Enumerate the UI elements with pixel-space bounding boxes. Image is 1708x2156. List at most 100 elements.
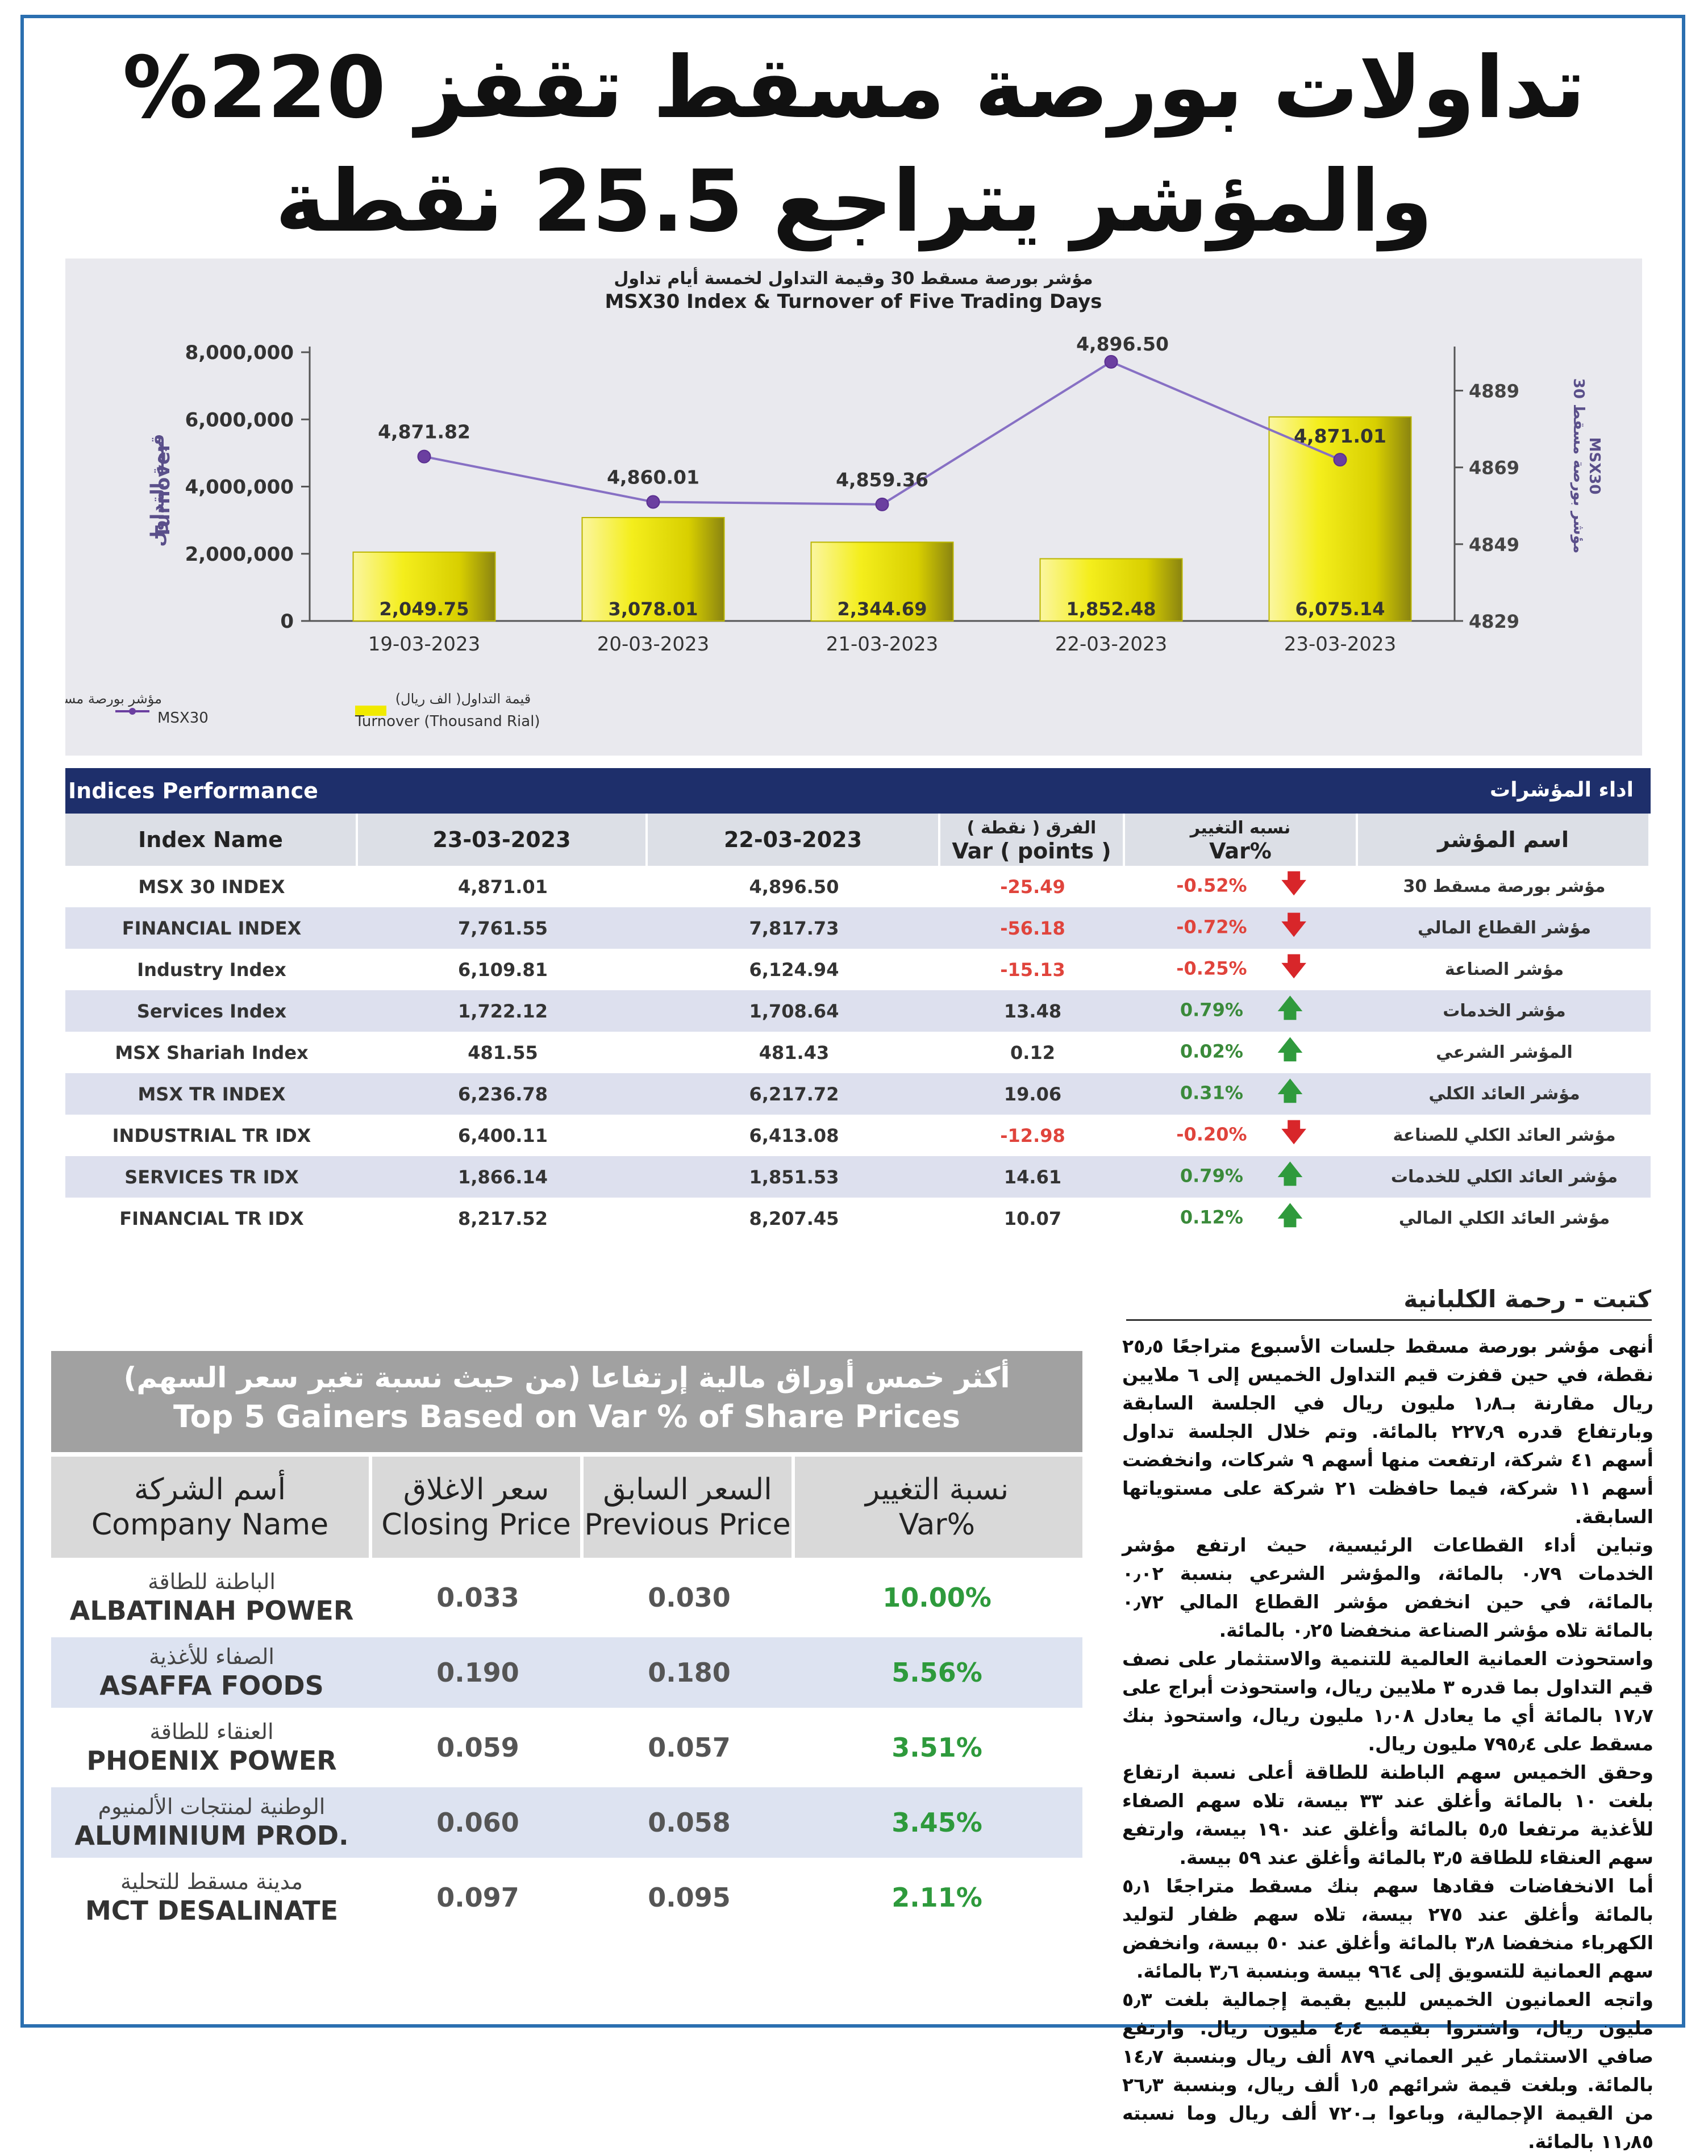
index-value-d1: 6,236.78 [458,1083,548,1105]
index-var-pct: -0.72% [1176,916,1247,938]
indices-table-header: Indices Performance اداء المؤشرات [65,768,1651,814]
index-var-cell: -0.25% 🡇 [1125,948,1358,991]
index-value-d1: 4,871.01 [458,875,548,898]
index-name: SERVICES TR IDX [124,1166,299,1188]
col-closing: سعر الاغلاق Closing Price [372,1457,584,1558]
msx30-point-label: 4,860.01 [607,466,699,488]
msx30-point [1104,355,1118,369]
y2-tick-label: 4869 [1469,457,1519,479]
index-var-cell: 0.02% 🡅 [1125,1031,1358,1074]
index-name: FINANCIAL TR IDX [119,1207,304,1229]
index-var-points: 13.48 [1003,1000,1062,1022]
gainer-var-pct: 3.45% [892,1807,982,1838]
arrow-up-icon: 🡅 [1277,1035,1303,1064]
gainer-company: العنقاء للطاقة PHOENIX POWER [51,1719,372,1776]
col-previous-en: Previous Price [584,1508,791,1542]
gainer-company-ar: مدينة مسقط للتحلية [120,1869,303,1894]
index-var-pct: 0.02% [1180,1040,1243,1062]
msx30-point [875,497,889,511]
arrow-up-icon: 🡅 [1277,1201,1303,1230]
index-var-cell: 0.79% 🡅 [1125,990,1358,1032]
x-tick-label: 20-03-2023 [597,633,710,656]
arrow-up-icon: 🡅 [1277,1077,1303,1106]
index-var-points: -12.98 [1000,1124,1065,1146]
gainer-company-en: ASAFFA FOODS [99,1670,324,1701]
index-var-pct: -0.25% [1176,957,1247,979]
gainer-closing-price: 0.060 [436,1807,519,1838]
msx30-point-label: 4,896.50 [1076,333,1169,355]
col-index-name: Index Name [65,814,358,866]
chart-title: MSX30 Index & Turnover of Five Trading D… [605,290,1102,313]
x-tick-label: 21-03-2023 [826,633,939,656]
arrow-down-icon: 🡇 [1281,1118,1307,1147]
article-paragraph: واتجه العمانيون الخميس للبيع بقيمة إجمال… [1122,1988,1654,2153]
index-name: Services Index [136,1000,287,1022]
col-company: أسم الشركة Company Name [51,1457,372,1558]
turnover-bar [352,551,496,622]
gainer-company-ar: الباطنة للطاقة [148,1569,276,1594]
y-tick-label: 0 [280,610,294,633]
chart-title-ar: مؤشر بورصة مسقط 30 وقيمة التداول لخمسة أ… [614,267,1093,289]
turnover-bar [810,541,954,622]
arrow-down-icon: 🡇 [1281,911,1307,940]
arrow-down-icon: 🡇 [1281,869,1307,898]
col-date-2: 22-03-2023 [648,814,940,866]
index-var-points: -25.49 [1000,875,1065,898]
index-value-d2: 481.43 [759,1041,830,1064]
gainer-company: الوطنية لمنتجات الألمنيوم ALUMINIUM PROD. [51,1794,372,1851]
col-index-name-ar: اسم المؤشر [1358,814,1651,866]
legend-turnover: Turnover (Thousand Rial) [355,713,540,730]
index-var-cell: -0.52% 🡇 [1125,865,1358,908]
y2-axis-label: MSX30 [1586,437,1603,495]
y-axis-label-ar: قيمة التداول [147,433,168,547]
gainer-var-pct: 5.56% [892,1657,982,1688]
index-row: Services Index 1,722.12 1,708.64 13.48 0.79%… [65,990,1651,1032]
gainer-var-pct: 10.00% [882,1582,992,1613]
gainers-title: أكثر خمس أوراق مالية إرتفاعا (من حيث نسب… [51,1351,1082,1452]
index-row: FINANCIAL INDEX 7,761.55 7,817.73 -56.18 -0.… [65,907,1651,949]
y2-axis-label-ar: مؤشر بورصة مسقط 30 [1570,378,1587,554]
legend-msx30: MSX30 [157,710,209,727]
turnover-bar-label: 2,049.75 [380,598,469,620]
indices-column-headers: Index Name 23-03-2023 22-03-2023 الفرق (… [65,814,1651,866]
turnover-bar-label: 6,075.14 [1295,598,1385,620]
index-name-ar: مؤشر العائد الكلي المالي [1398,1208,1610,1228]
index-name: MSX Shariah Index [115,1041,309,1064]
index-var-points: -15.13 [1000,958,1065,981]
article-paragraph: واستحوذت العمانية العالمية للتنمية والاس… [1122,1648,1653,1755]
y-tick-label: 2,000,000 [185,543,294,566]
arrow-down-icon: 🡇 [1281,952,1307,981]
gainer-company-ar: الصفاء للأغذية [149,1644,274,1669]
msx30-turnover-chart: مؤشر بورصة مسقط 30 وقيمة التداول لخمسة أ… [65,258,1642,756]
gainers-title-en: Top 5 Gainers Based on Var % of Share Pr… [173,1399,960,1434]
gainer-row: مدينة مسقط للتحلية MCT DESALINATE 0.097 0.0… [51,1862,1082,1933]
index-value-d2: 6,124.94 [749,958,839,981]
index-var-points: -56.18 [1000,917,1065,939]
index-row: Industry Index 6,109.81 6,124.94 -15.13 -0.2… [65,949,1651,990]
gainer-company-en: PHOENIX POWER [86,1745,337,1776]
legend-line-marker [129,708,136,715]
page-border [20,15,1685,2028]
gainer-previous-price: 0.058 [648,1807,731,1838]
col-company-en: Company Name [91,1508,329,1542]
headline-line-2: والمؤشر يتراجع 25.5 نقطة [275,152,1433,251]
index-var-pct: -0.52% [1176,874,1247,896]
index-name-ar: المؤشر الشرعي [1436,1042,1573,1062]
msx30-point [417,449,431,464]
y2-tick-label: 4829 [1469,611,1519,632]
indices-performance-table: Indices Performance اداء المؤشرات Index … [65,768,1651,1239]
y-tick-label: 6,000,000 [185,408,294,431]
x-tick-label: 23-03-2023 [1284,633,1397,656]
index-value-d1: 6,400.11 [458,1124,548,1146]
index-value-d2: 6,413.08 [749,1124,839,1146]
index-value-d1: 1,866.14 [458,1166,548,1188]
col-pct-en: Var% [1209,839,1272,864]
index-name: MSX 30 INDEX [138,875,285,898]
col-var-pct-en: Var% [898,1508,976,1542]
turnover-bar-label: 1,852.48 [1067,598,1156,620]
article-body: أنهى مؤشر بورصة مسقط جلسات الأسبوع متراج… [1122,1332,1653,2156]
gainer-closing-price: 0.097 [436,1882,519,1913]
col-var-pct: نسبه التغيير Var% [1125,814,1358,866]
index-name-ar: مؤشر العائد الكلي للخدمات [1390,1167,1618,1187]
col-var-points: الفرق ( نقطة ) Var ( points ) [940,814,1125,866]
